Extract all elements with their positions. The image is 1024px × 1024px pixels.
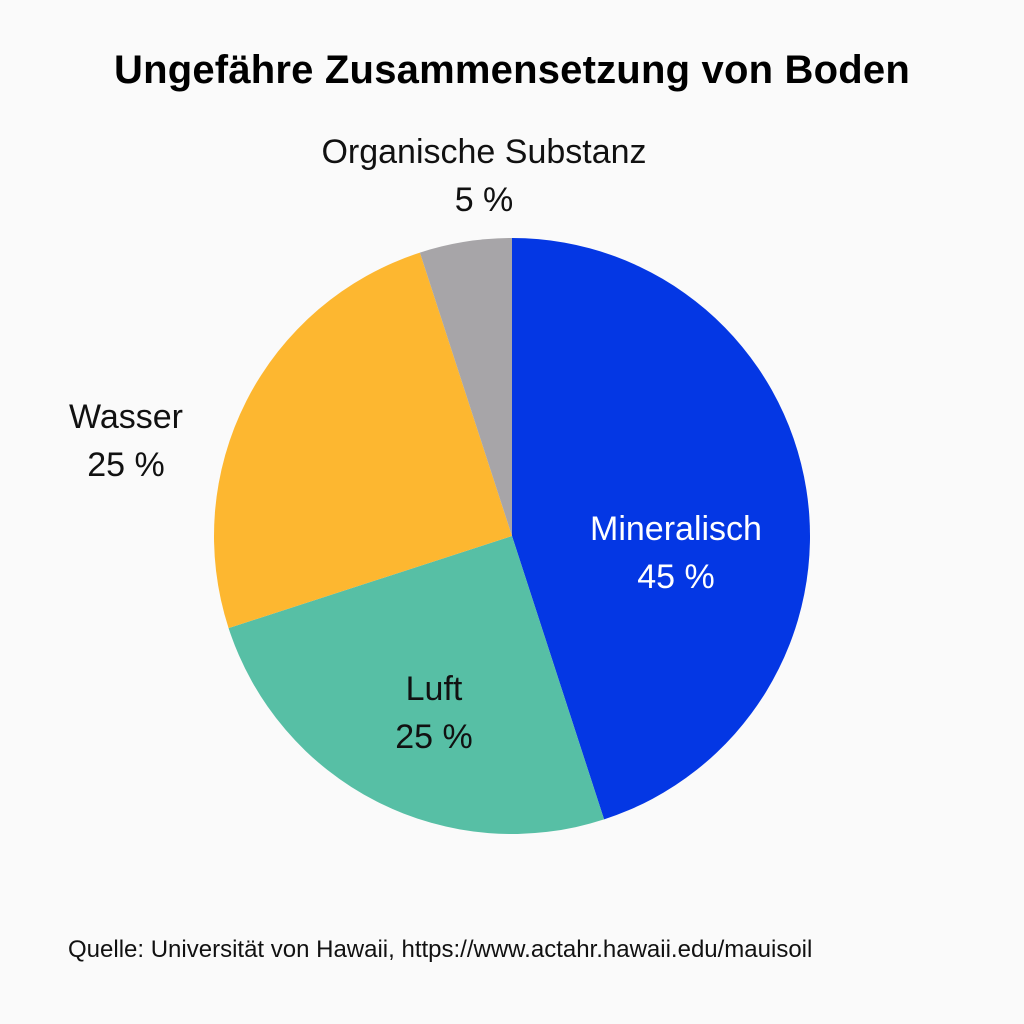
- pie-slice-luft: [228, 536, 605, 834]
- slice-label: Wasser: [69, 398, 183, 436]
- slice-label: Luft: [406, 670, 463, 708]
- slice-value-label: 25 %: [395, 718, 473, 756]
- slice-value-label: 5 %: [455, 181, 514, 219]
- slice-value-label: 25 %: [87, 446, 165, 484]
- slice-label: Mineralisch: [590, 510, 762, 548]
- slice-label: Organische Substanz: [321, 133, 646, 171]
- pie-slice-organische-substanz: [419, 238, 512, 536]
- pie-slices: [213, 238, 811, 834]
- pie-labels: Mineralisch 45 % Luft 25 % Wasser 25 % Organis…: [69, 133, 762, 756]
- source-note: Quelle: Universität von Hawaii, https://…: [68, 936, 813, 963]
- chart-title: Ungefähre Zusammensetzung von Boden: [114, 48, 910, 92]
- pie-slice-mineralisch: [512, 238, 811, 820]
- pie-slice-wasser: [213, 252, 512, 629]
- slice-value-label: 45 %: [637, 558, 715, 596]
